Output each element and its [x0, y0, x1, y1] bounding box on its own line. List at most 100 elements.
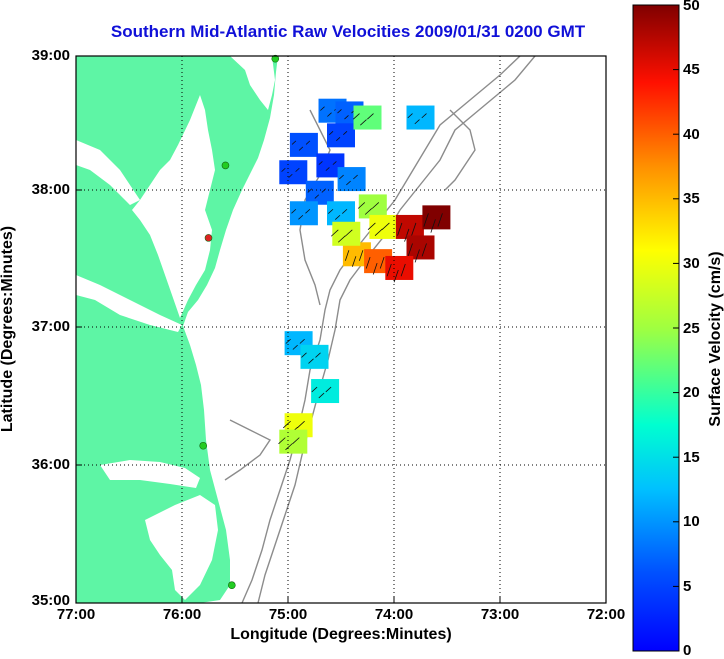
velocity-cell: [358, 194, 387, 219]
velocity-arrow: [353, 113, 360, 120]
velocity-arrow: [337, 109, 342, 114]
velocity-arrow: [295, 167, 300, 172]
velocity-arrow: [421, 113, 427, 119]
y-tick-label: 39:00: [31, 47, 70, 64]
velocity-arrow: [292, 344, 298, 350]
velocity-arrow: [285, 443, 293, 451]
y-tick-label: 38:00: [31, 181, 70, 198]
velocity-arrow: [278, 437, 286, 445]
velocity-arrow: [358, 250, 364, 261]
velocity-arrow: [330, 229, 339, 237]
velocity-cell: [289, 132, 318, 157]
radar-station-marker: [199, 441, 207, 450]
velocity-cell: [395, 214, 424, 239]
velocity-arrow: [344, 229, 353, 237]
velocity-arrow: [407, 243, 413, 257]
velocity-arrow: [414, 119, 420, 125]
colorbar-tick-label: 50: [683, 0, 700, 14]
colorbar-tick-label: 10: [683, 513, 700, 530]
velocity-arrow: [318, 392, 325, 399]
radar-station-marker: [228, 581, 236, 590]
tick-marks: [76, 189, 501, 603]
velocity-arrow: [328, 208, 334, 214]
velocity-arrow: [296, 420, 305, 429]
velocity-arrow: [372, 262, 378, 275]
y-tick-label: 37:00: [31, 318, 70, 335]
velocity-arrow: [364, 208, 373, 215]
velocity-arrow: [421, 243, 427, 257]
contour-loop-south: [224, 419, 272, 481]
contour-deep: [444, 109, 476, 191]
colorbar-tick-label: 15: [683, 449, 700, 466]
velocity-cell: [311, 379, 340, 404]
y-tick-label: 35:00: [31, 592, 70, 609]
velocity-arrow: [325, 167, 330, 171]
colorbar-tick-label: 30: [683, 255, 700, 272]
velocity-arrow: [325, 386, 332, 393]
velocity-cell: [369, 214, 398, 239]
radar-stations: [199, 54, 280, 590]
velocity-cell: [406, 235, 435, 260]
velocity-arrow: [346, 180, 351, 186]
velocity-arrow: [360, 119, 367, 126]
velocity-arrow: [298, 146, 304, 151]
velocity-arrow: [335, 214, 341, 220]
velocity-arrow: [282, 420, 291, 429]
velocity-arrow: [327, 112, 332, 117]
velocity-arrow: [291, 208, 297, 214]
colorbar-tick-label: 40: [683, 126, 700, 143]
velocity-cell: [385, 255, 414, 280]
velocity-arrow: [344, 250, 350, 261]
chesapeake-bay: [132, 95, 215, 318]
colorbar-ticks: [673, 69, 679, 587]
velocity-arrow: [314, 194, 320, 199]
radar-station-marker: [204, 234, 213, 242]
y-tick-label: 36:00: [31, 456, 70, 473]
velocity-arrow: [315, 352, 321, 358]
velocity-arrow: [344, 115, 349, 120]
velocity-arrow: [351, 256, 357, 267]
delaware-bay: [230, 56, 275, 110]
velocity-cell: [279, 160, 308, 185]
velocity-cell: [289, 201, 318, 226]
velocity-arrow: [320, 106, 325, 111]
velocity-arrow: [343, 131, 348, 135]
colorbar-tick-label: 45: [683, 61, 700, 78]
velocity-arrow: [308, 358, 314, 364]
velocity-arrow: [311, 386, 318, 393]
james-river: [76, 275, 182, 332]
x-axis-label: Longitude (Degrees:Minutes): [230, 626, 452, 643]
velocity-arrow: [288, 173, 293, 178]
velocity-arrow: [393, 269, 399, 283]
velocity-arrow: [386, 263, 392, 277]
radar-station-marker: [221, 161, 230, 170]
velocity-arrow: [318, 161, 323, 165]
velocity-arrow: [285, 338, 291, 344]
velocity-cell: [305, 180, 334, 205]
velocity-cell: [332, 221, 361, 246]
velocity-cell: [337, 167, 366, 192]
velocity-cell: [300, 344, 329, 369]
velocity-arrow: [407, 113, 413, 119]
velocity-arrow: [367, 222, 376, 230]
velocity-arrow: [404, 228, 410, 242]
velocity-arrow: [430, 219, 436, 233]
velocity-arrow: [332, 161, 337, 165]
velocity-arrow: [336, 137, 341, 141]
velocity-arrow: [291, 140, 297, 145]
velocity-arrow: [353, 174, 358, 180]
velocity-arrow: [437, 213, 443, 227]
albemarle-sound: [100, 460, 200, 488]
velocity-arrow: [423, 213, 429, 227]
colorbar-tick-label: 35: [683, 190, 700, 207]
contour-inner: [299, 109, 331, 306]
velocity-arrow: [305, 208, 311, 214]
colorbar-tick-label: 25: [683, 320, 700, 337]
pamlico-sound: [145, 495, 218, 600]
contour-shelf-break: [241, 56, 521, 603]
velocity-arrow: [292, 437, 300, 445]
x-tick-label: 72:00: [586, 606, 626, 623]
map-border: [75, 55, 607, 604]
y-axis-label: Latitude (Degrees:Minutes): [0, 225, 16, 433]
x-tick-label: 73:00: [480, 606, 520, 623]
